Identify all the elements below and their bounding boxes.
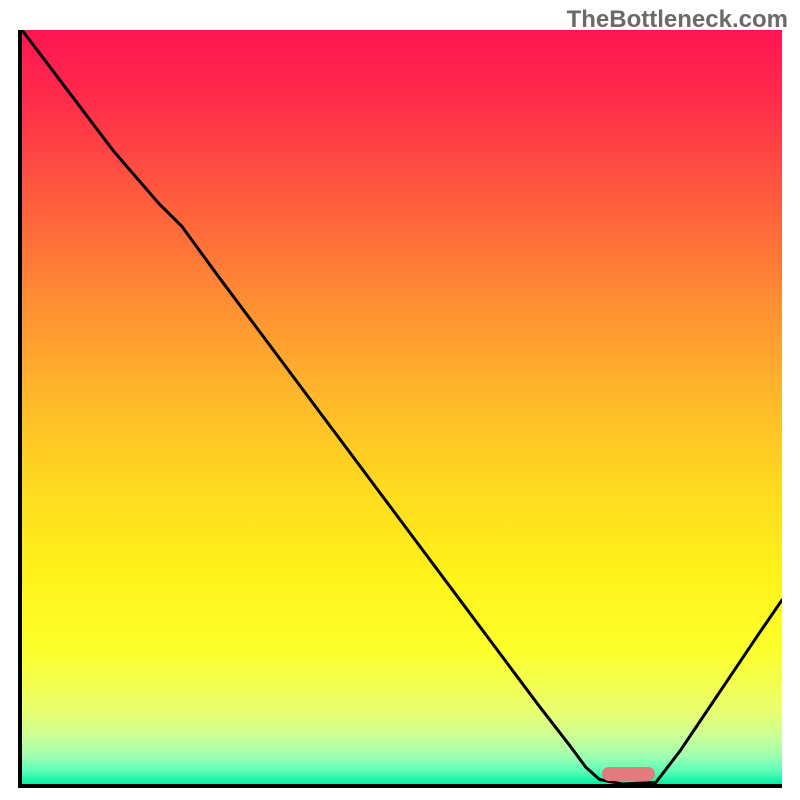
curve-layer <box>22 30 782 784</box>
plot-area <box>18 30 782 788</box>
optimal-range-marker <box>602 767 655 781</box>
watermark-text: TheBottleneck.com <box>567 6 788 34</box>
chart-container: TheBottleneck.com <box>0 0 800 800</box>
bottleneck-curve <box>22 30 782 784</box>
